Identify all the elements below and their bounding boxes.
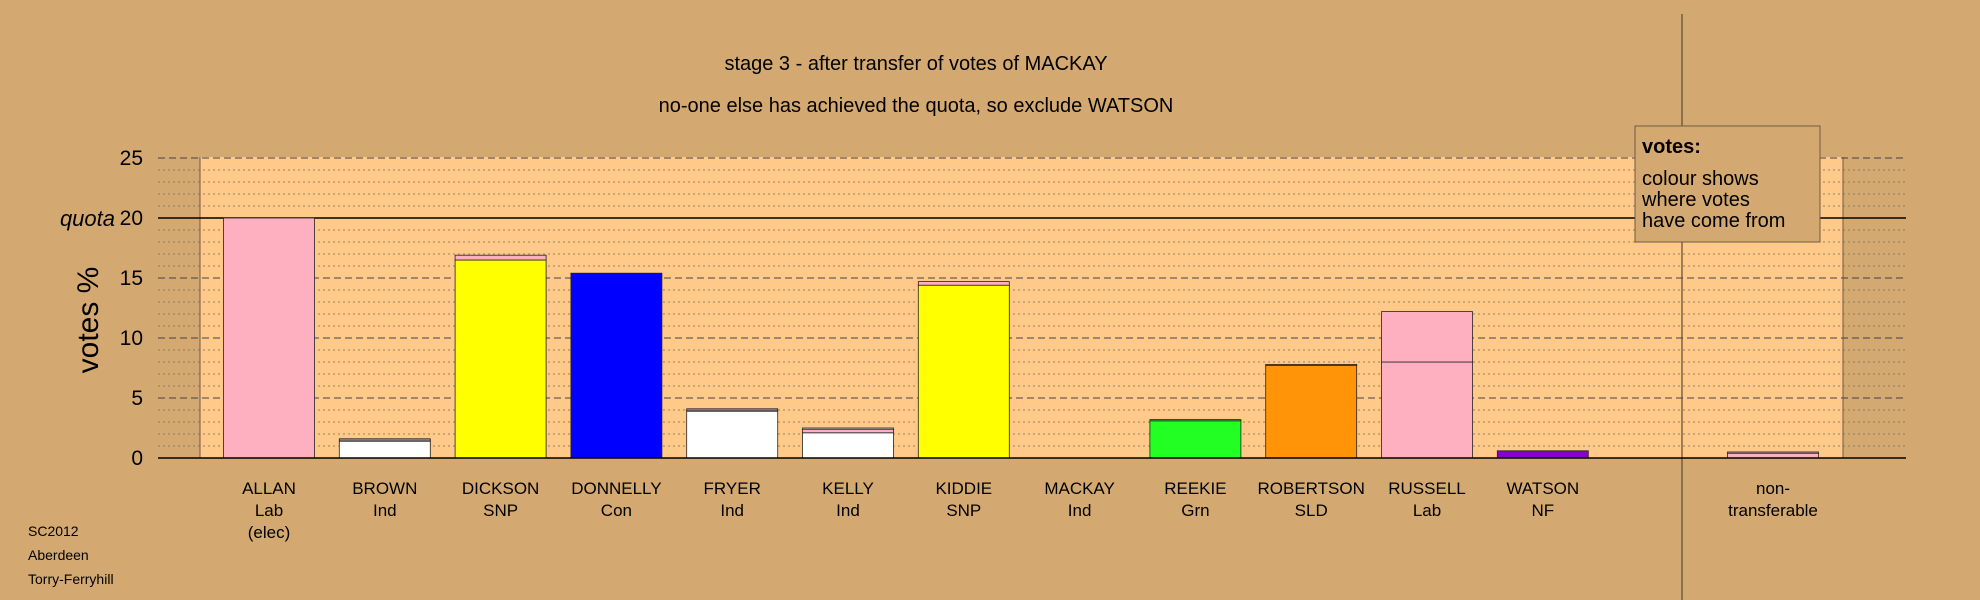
label-kiddie-name: KIDDIE xyxy=(935,479,992,498)
label-fryer-party: Ind xyxy=(720,501,744,520)
label-allan-name: ALLAN xyxy=(242,479,296,498)
grid-lines xyxy=(158,157,1906,447)
label-donnelly-name: DONNELLY xyxy=(571,479,661,498)
label-kelly-party: Ind xyxy=(836,501,860,520)
label-allan-note: (elec) xyxy=(248,523,291,542)
y-tick-15: 15 xyxy=(120,267,143,290)
label-robertson-name: ROBERTSON xyxy=(1258,479,1365,498)
chart-subtitle: no-one else has achieved the quota, so e… xyxy=(659,95,1174,117)
bar-allan-segment-0 xyxy=(223,217,315,459)
bar-donnelly-segment-1 xyxy=(570,272,663,277)
bar-brown-segment-0 xyxy=(338,440,431,459)
nontransferable-label-line1: non- xyxy=(1756,479,1790,498)
footer-election: SC2012 xyxy=(28,523,79,539)
legend-line-3: have come from xyxy=(1642,210,1785,232)
label-kiddie-party: SNP xyxy=(946,501,981,520)
y-tick-5: 5 xyxy=(131,387,143,410)
bar-reekie-segment-0 xyxy=(1149,420,1242,459)
nontransferable-label-line2: transferable xyxy=(1728,501,1818,520)
bar-kelly-segment-0 xyxy=(802,432,894,459)
label-dickson-name: DICKSON xyxy=(462,479,539,498)
bar-watson-segment-0 xyxy=(1496,450,1589,459)
y-tick-10: 10 xyxy=(120,327,143,350)
y-tick-labels: 0 5 10 15 20 25 xyxy=(120,147,143,470)
label-donnelly-party: Con xyxy=(601,501,632,520)
bar-kiddie-segment-1 xyxy=(917,281,1010,286)
label-russell-party: Lab xyxy=(1413,501,1441,520)
label-mackay-name: MACKAY xyxy=(1044,479,1115,498)
bars xyxy=(223,217,1819,459)
bar-dickson-segment-0 xyxy=(454,259,547,459)
y-tick-20: 20 xyxy=(120,207,143,230)
footer-ward: Torry-Ferryhill xyxy=(28,571,114,587)
bar-russell-segment-0 xyxy=(1381,361,1473,459)
label-allan-party: Lab xyxy=(255,501,283,520)
y-tick-25: 25 xyxy=(120,147,143,170)
bar-brown-segment-2 xyxy=(338,438,431,441)
bar-fryer-segment-0 xyxy=(686,410,779,459)
bar-robertson-segment-0 xyxy=(1265,365,1358,459)
label-reekie-party: Grn xyxy=(1181,501,1209,520)
label-dickson-party: SNP xyxy=(483,501,518,520)
label-kelly-name: KELLY xyxy=(822,479,874,498)
y-tick-0: 0 xyxy=(131,447,143,470)
bar-donnelly-segment-0 xyxy=(570,275,663,459)
bar-kiddie-segment-0 xyxy=(917,284,1010,459)
quota-label: quota xyxy=(60,206,115,231)
label-watson-name: WATSON xyxy=(1506,479,1579,498)
legend-frame xyxy=(1634,125,1821,243)
label-watson-party: NF xyxy=(1531,501,1554,520)
legend-line-1: colour shows xyxy=(1642,168,1759,190)
bar-russell-segment-1 xyxy=(1381,311,1473,363)
bar-robertson-segment-1 xyxy=(1265,363,1358,366)
legend-title: votes: xyxy=(1642,136,1701,158)
chart-title: stage 3 - after transfer of votes of MAC… xyxy=(724,53,1107,75)
bar-reekie-segment-1 xyxy=(1149,419,1242,422)
label-robertson-party: SLD xyxy=(1295,501,1328,520)
label-mackay-party: Ind xyxy=(1068,501,1092,520)
label-brown-party: Ind xyxy=(373,501,397,520)
bar-dickson-segment-1 xyxy=(454,254,547,261)
bar-kelly-segment-1 xyxy=(802,428,894,434)
bar-nontransferable-segment-1 xyxy=(1727,451,1819,454)
plot-area xyxy=(200,157,1843,458)
bar-fryer-segment-2 xyxy=(686,408,779,411)
legend-box: votes: colour shows where votes have com… xyxy=(1634,125,1821,243)
label-brown-name: BROWN xyxy=(352,479,417,498)
label-russell-name: RUSSELL xyxy=(1388,479,1465,498)
candidate-labels: ALLAN Lab (elec) BROWN Ind DICKSON SNP DONNELLY… xyxy=(242,479,1579,542)
footer-council: Aberdeen xyxy=(28,547,89,563)
legend-line-2: where votes xyxy=(1641,189,1750,211)
bar-kelly-segment-2 xyxy=(802,427,894,430)
y-axis-label: votes % xyxy=(72,267,105,374)
label-reekie-name: REEKIE xyxy=(1164,479,1226,498)
label-fryer-name: FRYER xyxy=(704,479,761,498)
